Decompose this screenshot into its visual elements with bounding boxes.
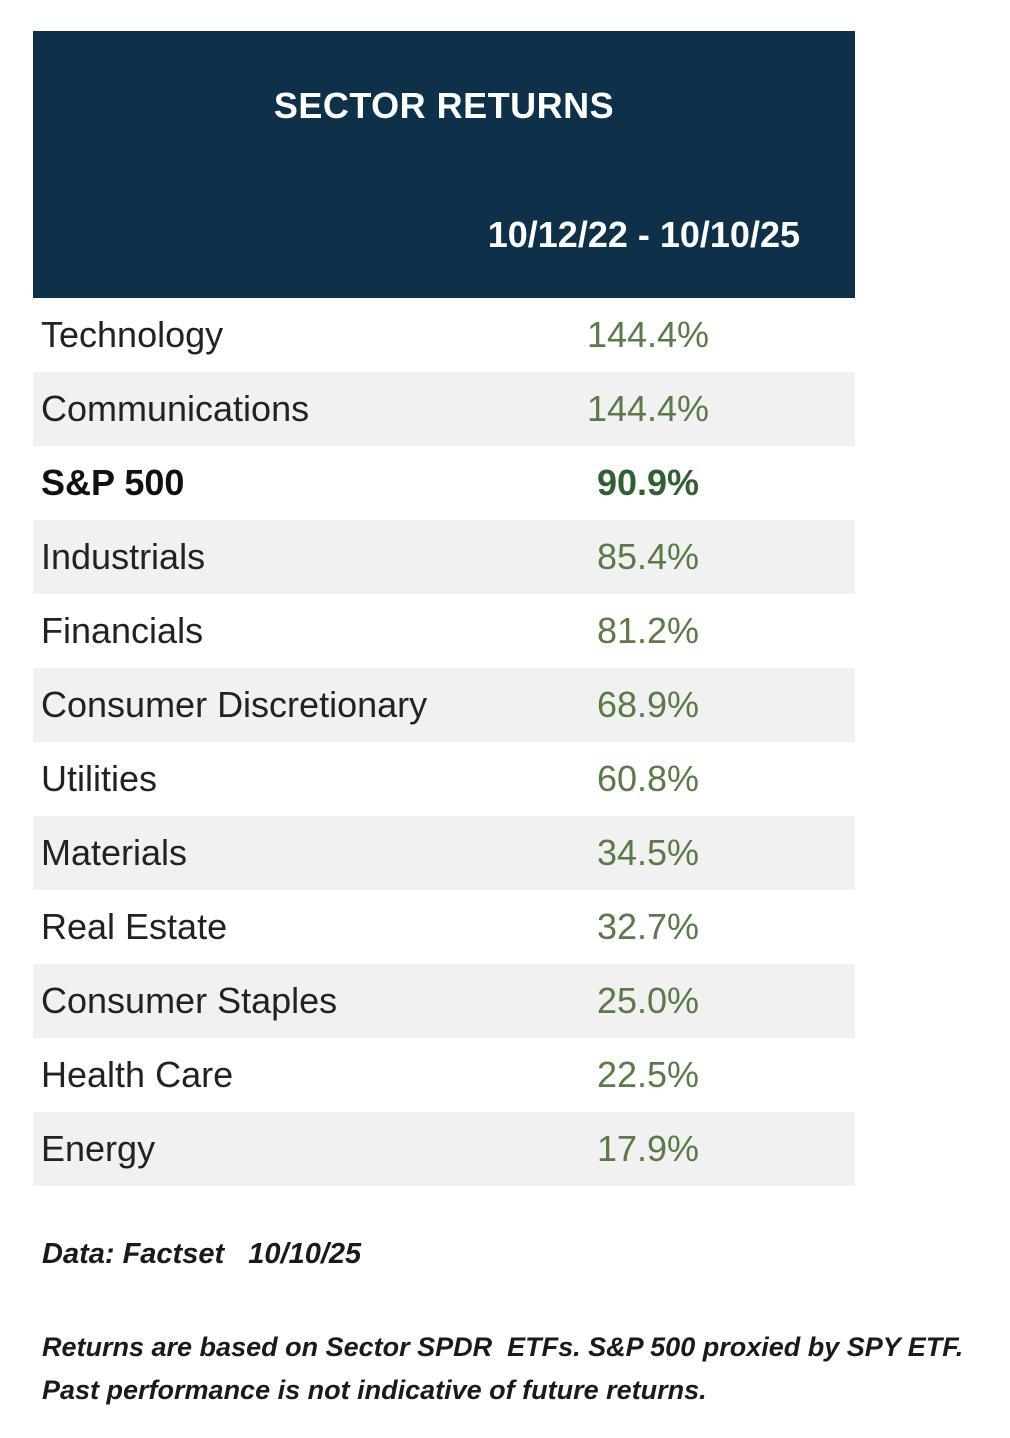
return-value: 85.4% — [596, 536, 700, 577]
return-value: 22.5% — [596, 1054, 700, 1095]
disclaimer-note: Returns are based on Sector SPDR ETFs. S… — [42, 1332, 971, 1405]
sector-label: Technology — [41, 314, 224, 355]
sector-label: Health Care — [41, 1054, 234, 1095]
table-row-technology: Technology 144.4% — [33, 298, 855, 372]
table-row-health-care: Health Care 22.5% — [33, 1038, 855, 1112]
table-row-sp500: S&P 500 90.9% — [33, 446, 855, 520]
data-source-note: Data: Factset 10/10/25 — [42, 1238, 362, 1270]
table-row-communications: Communications 144.4% — [33, 372, 855, 446]
sector-label: Utilities — [41, 758, 158, 799]
table-title: SECTOR RETURNS — [273, 85, 615, 126]
table-row-industrials: Industrials 85.4% — [33, 520, 855, 594]
return-value: 68.9% — [596, 684, 700, 725]
table-row-real-estate: Real Estate 32.7% — [33, 890, 855, 964]
return-value: 60.8% — [596, 758, 700, 799]
return-value: 32.7% — [596, 906, 700, 947]
sector-label: Materials — [41, 832, 188, 873]
table-row-energy: Energy 17.9% — [33, 1112, 855, 1186]
return-value: 17.9% — [596, 1128, 700, 1169]
table-row-utilities: Utilities 60.8% — [33, 742, 855, 816]
sector-label: Real Estate — [41, 906, 228, 947]
return-value: 34.5% — [596, 832, 700, 873]
sector-label: Consumer Discretionary — [41, 684, 428, 725]
table-rows: Technology 144.4% Communications 144.4% … — [33, 298, 855, 1186]
return-value: 81.2% — [596, 610, 700, 651]
sector-returns-table: SECTOR RETURNS 10/12/22 - 10/10/25 Techn… — [33, 31, 855, 1186]
table-row-financials: Financials 81.2% — [33, 594, 855, 668]
table-row-materials: Materials 34.5% — [33, 816, 855, 890]
return-value: 90.9% — [596, 462, 700, 503]
sector-label: Energy — [41, 1128, 156, 1169]
sector-label: Financials — [41, 610, 204, 651]
table-header: SECTOR RETURNS 10/12/22 - 10/10/25 — [33, 31, 855, 298]
table-row-consumer-discretionary: Consumer Discretionary 68.9% — [33, 668, 855, 742]
return-value: 144.4% — [586, 314, 710, 355]
sector-label: Industrials — [41, 536, 206, 577]
sector-label: S&P 500 — [41, 462, 185, 503]
sector-label: Communications — [41, 388, 310, 429]
return-value: 25.0% — [596, 980, 700, 1021]
return-value: 144.4% — [586, 388, 710, 429]
table-row-consumer-staples: Consumer Staples 25.0% — [33, 964, 855, 1038]
sector-label: Consumer Staples — [41, 980, 338, 1021]
date-range-label: 10/12/22 - 10/10/25 — [487, 214, 800, 255]
